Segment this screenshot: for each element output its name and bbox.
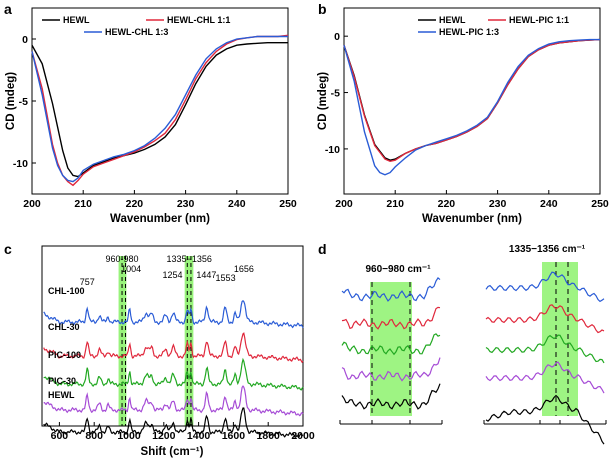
panel-label-c: c <box>4 241 12 257</box>
panel-d-left-series <box>341 357 441 382</box>
b-xtick-label: 210 <box>386 198 404 210</box>
b-legend-label: HEWL <box>439 15 466 25</box>
panel-c-annotation: 960-980 <box>106 254 139 264</box>
panel-c-series-label: HEWL <box>48 390 75 400</box>
panel-c-xlabel: Shift (cm⁻¹) <box>141 446 204 458</box>
c-xtick-label: 2000 <box>291 430 315 442</box>
panel-d-right-series <box>485 334 605 364</box>
a-series-hewl-chl-1-3 <box>31 35 288 183</box>
panel-c-annotation: 757 <box>80 277 95 287</box>
panel-a-xlabel: Wavenumber (nm) <box>110 213 210 225</box>
panel-c-series-label: CHL-100 <box>48 286 85 296</box>
panel-c-series-pic-100 <box>43 357 304 391</box>
a-xtick-label: 200 <box>23 198 41 210</box>
b-xtick-label: 240 <box>540 198 558 210</box>
b-ytick-label: -10 <box>325 144 340 156</box>
panel-c-series-label: CHL-30 <box>48 322 80 332</box>
a-legend-label: HEWL-CHL 1:3 <box>105 27 168 37</box>
a-xtick-label: 240 <box>228 198 246 210</box>
panel-a-legend: HEWL HEWL-CHL 1:1 HEWL-CHL 1:3 <box>42 15 230 37</box>
b-series-hewl-pic-1-3 <box>343 38 600 176</box>
panel-c-series-pic-30 <box>43 385 304 417</box>
panel-d-range-label-right: 1335−1356 cm⁻¹ <box>509 244 586 255</box>
panel-c-series-hewl <box>43 407 304 439</box>
b-xtick-label: 250 <box>591 198 609 210</box>
a-xtick-label: 250 <box>279 198 297 210</box>
b-ytick-label: 0 <box>334 31 340 43</box>
panel-c-annotation: 1004 <box>121 264 141 274</box>
panel-d-right-series <box>485 271 605 303</box>
b-xtick-label: 220 <box>438 198 456 210</box>
panel-label-a: a <box>4 1 12 17</box>
panel-c-chart: 600 800 1000 1200 1400 1600 1800 2000 CHL-100CH… <box>41 245 315 458</box>
panel-c-series-label: PIC-30 <box>48 376 76 386</box>
c-xtick-label: 1200 <box>152 430 176 442</box>
a-xtick-label: 210 <box>74 198 92 210</box>
b-legend-label: HEWL-PIC 1:1 <box>509 15 569 25</box>
c-xtick-label: 1400 <box>187 430 211 442</box>
panel-c-annotation: 1447 <box>196 270 216 280</box>
panel-label-d: d <box>318 241 327 257</box>
b-xtick-label: 200 <box>335 198 353 210</box>
panel-d-left-series <box>341 306 441 330</box>
b-series-hewl <box>343 38 601 161</box>
panel-d-left-series <box>341 333 441 356</box>
panel-a-chart: 200 210 220 230 240 250 0 -5 -10 HEWL HEWL-CHL 1:… <box>5 7 297 225</box>
a-legend-label: HEWL-CHL 1:1 <box>167 15 230 25</box>
panel-b-legend: HEWL HEWL-PIC 1:1 HEWL-PIC 1:3 <box>418 15 569 37</box>
a-series-hewl <box>31 42 288 178</box>
b-legend-label: HEWL-PIC 1:3 <box>439 27 499 37</box>
panel-c-annotation: 1553 <box>216 273 236 283</box>
panel-label-b: b <box>318 1 327 17</box>
b-xtick-label: 230 <box>489 198 507 210</box>
panel-c-series-chl-30 <box>43 332 304 364</box>
panel-d-highlight-right <box>542 262 578 416</box>
a-ytick-label: 0 <box>22 34 28 46</box>
panel-c-annotation: 1335−1356 <box>167 254 212 264</box>
panel-d-left-series <box>341 276 441 302</box>
c-xtick-label: 1000 <box>117 430 141 442</box>
panel-d-right-series <box>485 394 605 445</box>
a-series-hewl-chl-1-1 <box>31 34 289 187</box>
panel-c-series-chl-100 <box>43 300 304 329</box>
a-xtick-label: 220 <box>126 198 144 210</box>
b-ytick-label: -5 <box>331 88 340 100</box>
a-ytick-label: -5 <box>19 96 28 108</box>
panel-d-right-series <box>485 361 605 394</box>
a-legend-label: HEWL <box>63 15 90 25</box>
panel-b-frame <box>343 7 601 195</box>
a-xtick-label: 230 <box>177 198 195 210</box>
panel-a-ylabel: CD (mdeg) <box>5 72 17 130</box>
panel-c-highlight <box>184 256 194 426</box>
panel-d-chart: 960−980 cm⁻¹ 1335−1356 cm⁻¹ <box>339 244 607 445</box>
panel-d-right-series <box>485 304 605 334</box>
panel-d-highlight-left <box>370 282 412 416</box>
panel-b-ylabel: CD (mdeg) <box>317 72 329 130</box>
panel-d-left-series <box>341 383 441 410</box>
panel-c-annotation: 1656 <box>234 264 254 274</box>
panel-c-series-label: PIC-100 <box>48 350 81 360</box>
c-xtick-label: 1600 <box>222 430 246 442</box>
a-ytick-label: -10 <box>13 158 28 170</box>
panel-b-chart: 200 210 220 230 240 250 0 -5 -10 HEWL HEWL-PIC 1:… <box>317 7 609 225</box>
panel-b-xlabel: Wavenumber (nm) <box>422 213 522 225</box>
panel-c-annotation: 1254 <box>162 270 182 280</box>
b-series-hewl-pic-1-1 <box>343 38 601 163</box>
panel-d-range-label-left: 960−980 cm⁻¹ <box>365 264 431 275</box>
c-xtick-label: 600 <box>51 430 69 442</box>
